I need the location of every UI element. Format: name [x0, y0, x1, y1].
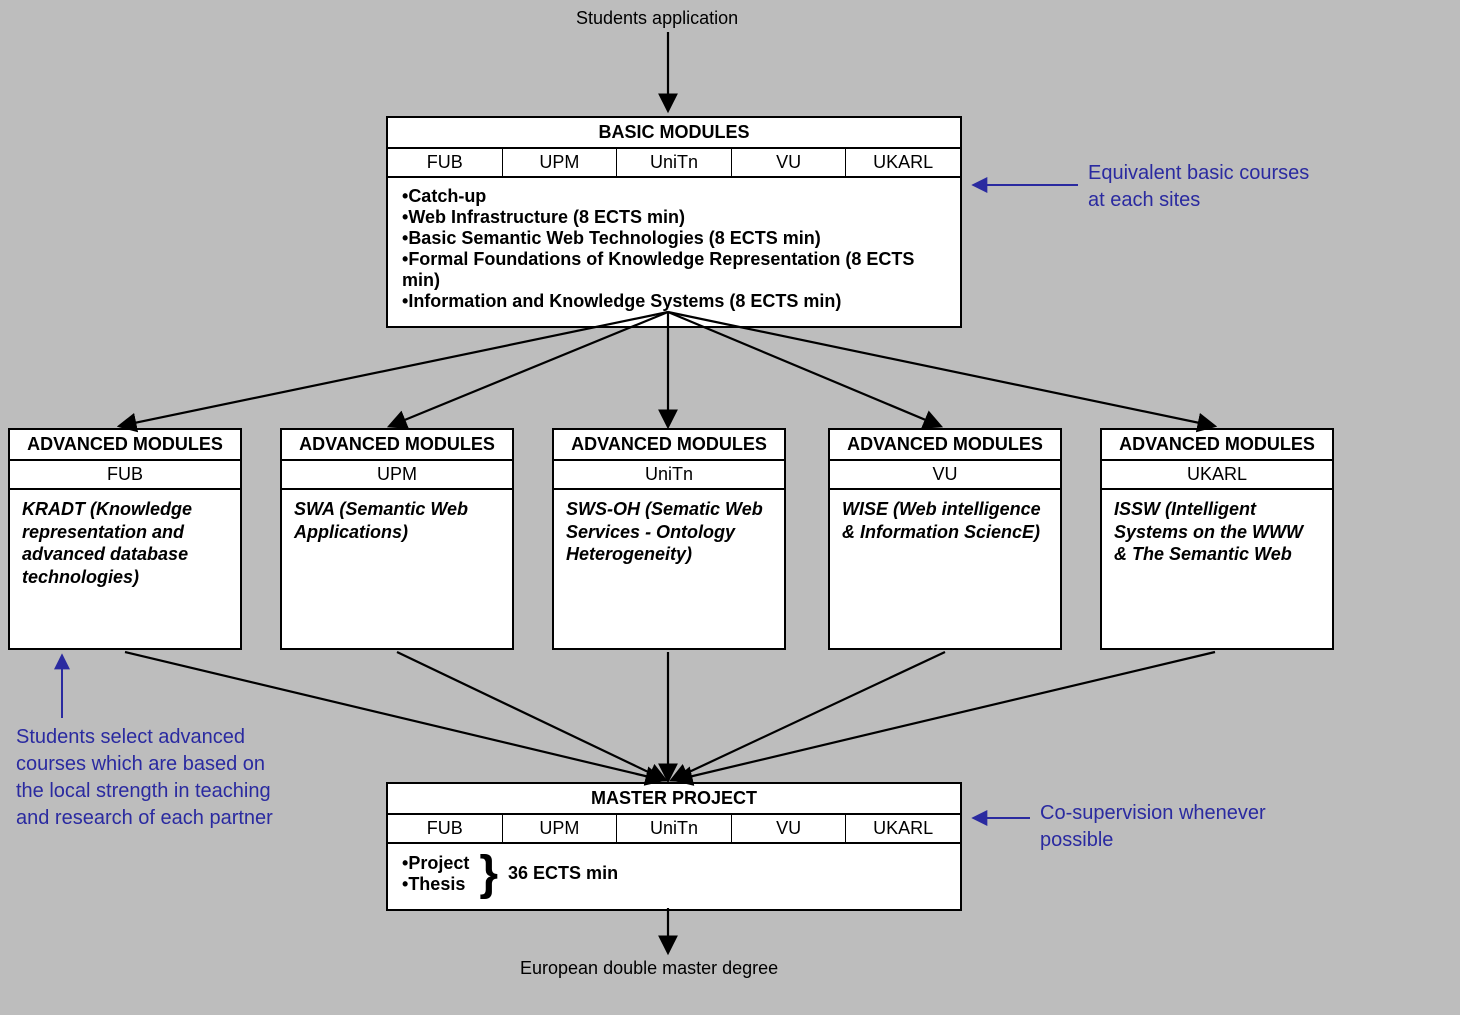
site-cell: VU [732, 815, 847, 842]
advanced-title: ADVANCED MODULES [830, 430, 1060, 461]
site-cell: UPM [503, 815, 618, 842]
site-cell: UniTn [617, 149, 732, 176]
bullet: •Web Infrastructure (8 ECTS min) [402, 207, 948, 228]
advanced-desc: SWS-OH (Sematic Web Services - Ontology … [554, 490, 784, 580]
master-project-box: MASTER PROJECT FUB UPM UniTn VU UKARL •P… [386, 782, 962, 911]
bullet: •Project [402, 853, 469, 874]
advanced-desc: SWA (Semantic Web Applications) [282, 490, 512, 557]
advanced-title: ADVANCED MODULES [1102, 430, 1332, 461]
site-cell: UPM [503, 149, 618, 176]
basic-modules-box: BASIC MODULES FUB UPM UniTn VU UKARL •Ca… [386, 116, 962, 328]
advanced-module-upm: ADVANCED MODULES UPM SWA (Semantic Web A… [280, 428, 514, 650]
site-cell: UniTn [617, 815, 732, 842]
advanced-module-vu: ADVANCED MODULES VU WISE (Web intelligen… [828, 428, 1062, 650]
annotation-master: Co-supervision whenever possible [1040, 800, 1290, 854]
advanced-site: UniTn [554, 461, 784, 490]
bullet: •Basic Semantic Web Technologies (8 ECTS… [402, 228, 948, 249]
advanced-title: ADVANCED MODULES [282, 430, 512, 461]
advanced-site: VU [830, 461, 1060, 490]
site-cell: UKARL [846, 815, 960, 842]
bullet: •Thesis [402, 874, 469, 895]
bullet: •Catch-up [402, 186, 948, 207]
advanced-module-fub: ADVANCED MODULES FUB KRADT (Knowledge re… [8, 428, 242, 650]
master-ects-label: 36 ECTS min [508, 863, 618, 884]
basic-modules-sites: FUB UPM UniTn VU UKARL [388, 149, 960, 178]
label-european-degree: European double master degree [520, 958, 778, 979]
basic-modules-body: •Catch-up •Web Infrastructure (8 ECTS mi… [388, 178, 960, 326]
site-cell: FUB [388, 149, 503, 176]
site-cell: FUB [388, 815, 503, 842]
master-project-body: •Project •Thesis } 36 ECTS min [388, 844, 960, 909]
annotation-advanced: Students select advanced courses which a… [16, 724, 276, 832]
advanced-title: ADVANCED MODULES [10, 430, 240, 461]
basic-modules-title: BASIC MODULES [388, 118, 960, 149]
advanced-module-unitn: ADVANCED MODULES UniTn SWS-OH (Sematic W… [552, 428, 786, 650]
annotation-basic: Equivalent basic courses at each sites [1088, 160, 1318, 214]
bullet: •Formal Foundations of Knowledge Represe… [402, 249, 948, 291]
advanced-module-ukarl: ADVANCED MODULES UKARL ISSW (Intelligent… [1100, 428, 1334, 650]
advanced-site: UKARL [1102, 461, 1332, 490]
advanced-site: FUB [10, 461, 240, 490]
master-project-title: MASTER PROJECT [388, 784, 960, 815]
advanced-desc: KRADT (Knowledge representation and adva… [10, 490, 240, 602]
label-students-application: Students application [576, 8, 738, 29]
advanced-title: ADVANCED MODULES [554, 430, 784, 461]
bullet: •Information and Knowledge Systems (8 EC… [402, 291, 948, 312]
master-project-sites: FUB UPM UniTn VU UKARL [388, 815, 960, 844]
brace-icon: } [479, 852, 498, 895]
site-cell: UKARL [846, 149, 960, 176]
advanced-desc: ISSW (Intelligent Systems on the WWW & T… [1102, 490, 1332, 580]
advanced-desc: WISE (Web intelligence & Information Sci… [830, 490, 1060, 557]
advanced-site: UPM [282, 461, 512, 490]
site-cell: VU [732, 149, 847, 176]
